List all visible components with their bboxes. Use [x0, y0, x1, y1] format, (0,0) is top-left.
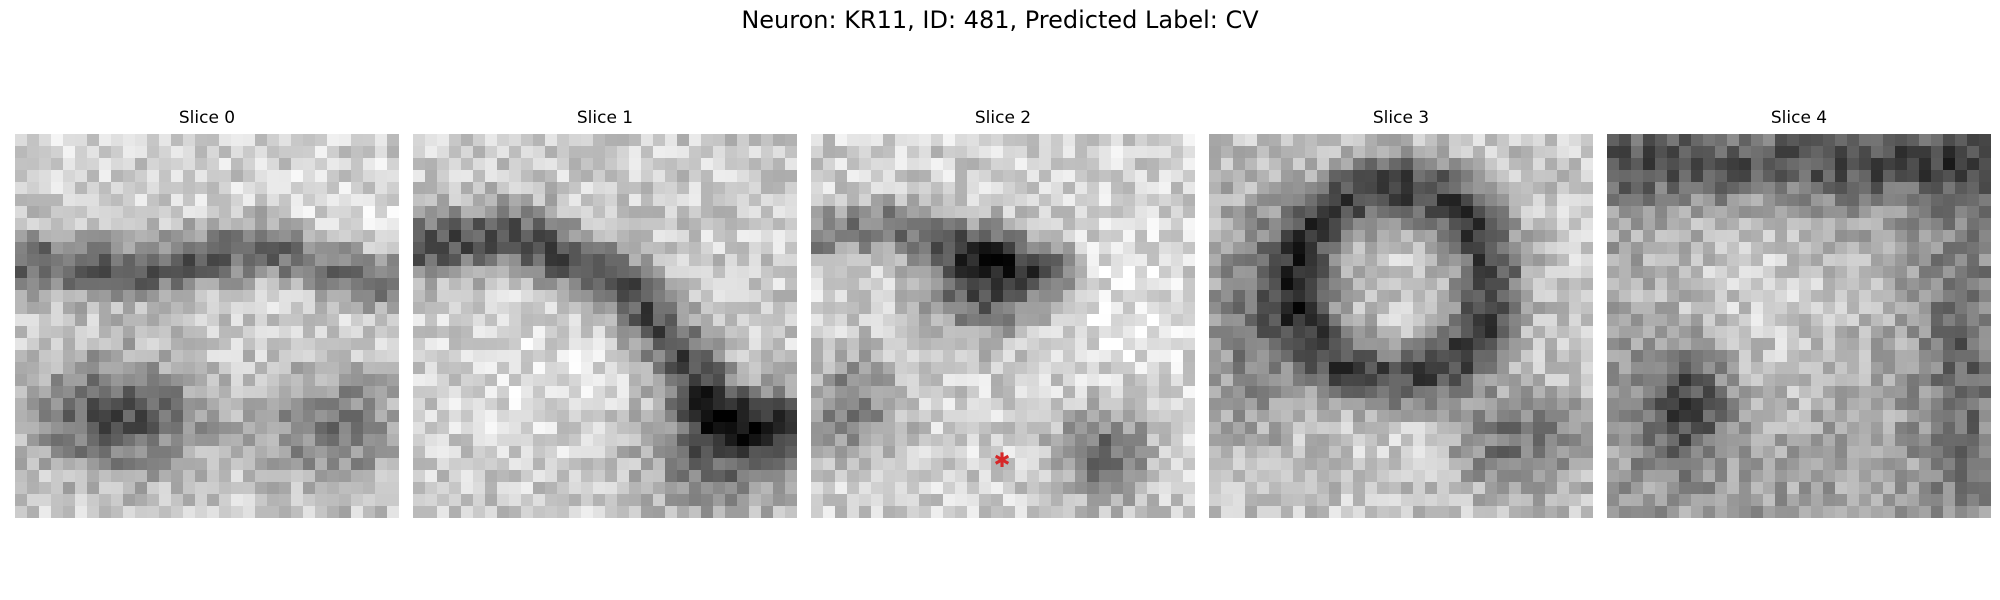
slice-image — [811, 134, 1195, 518]
slice-image — [413, 134, 797, 518]
slice-image — [1209, 134, 1593, 518]
center-marker-icon: ✱ — [993, 448, 1011, 472]
slice-image — [1607, 134, 1991, 518]
slice-title: Slice 3 — [1372, 108, 1430, 128]
slice-title: Slice 2 — [974, 108, 1032, 128]
slice-title: Slice 0 — [178, 108, 236, 128]
figure-title: Neuron: KR11, ID: 481, Predicted Label: … — [741, 6, 1259, 34]
slice-image — [15, 134, 399, 518]
slice-title: Slice 1 — [576, 108, 634, 128]
slice-title: Slice 4 — [1770, 108, 1828, 128]
